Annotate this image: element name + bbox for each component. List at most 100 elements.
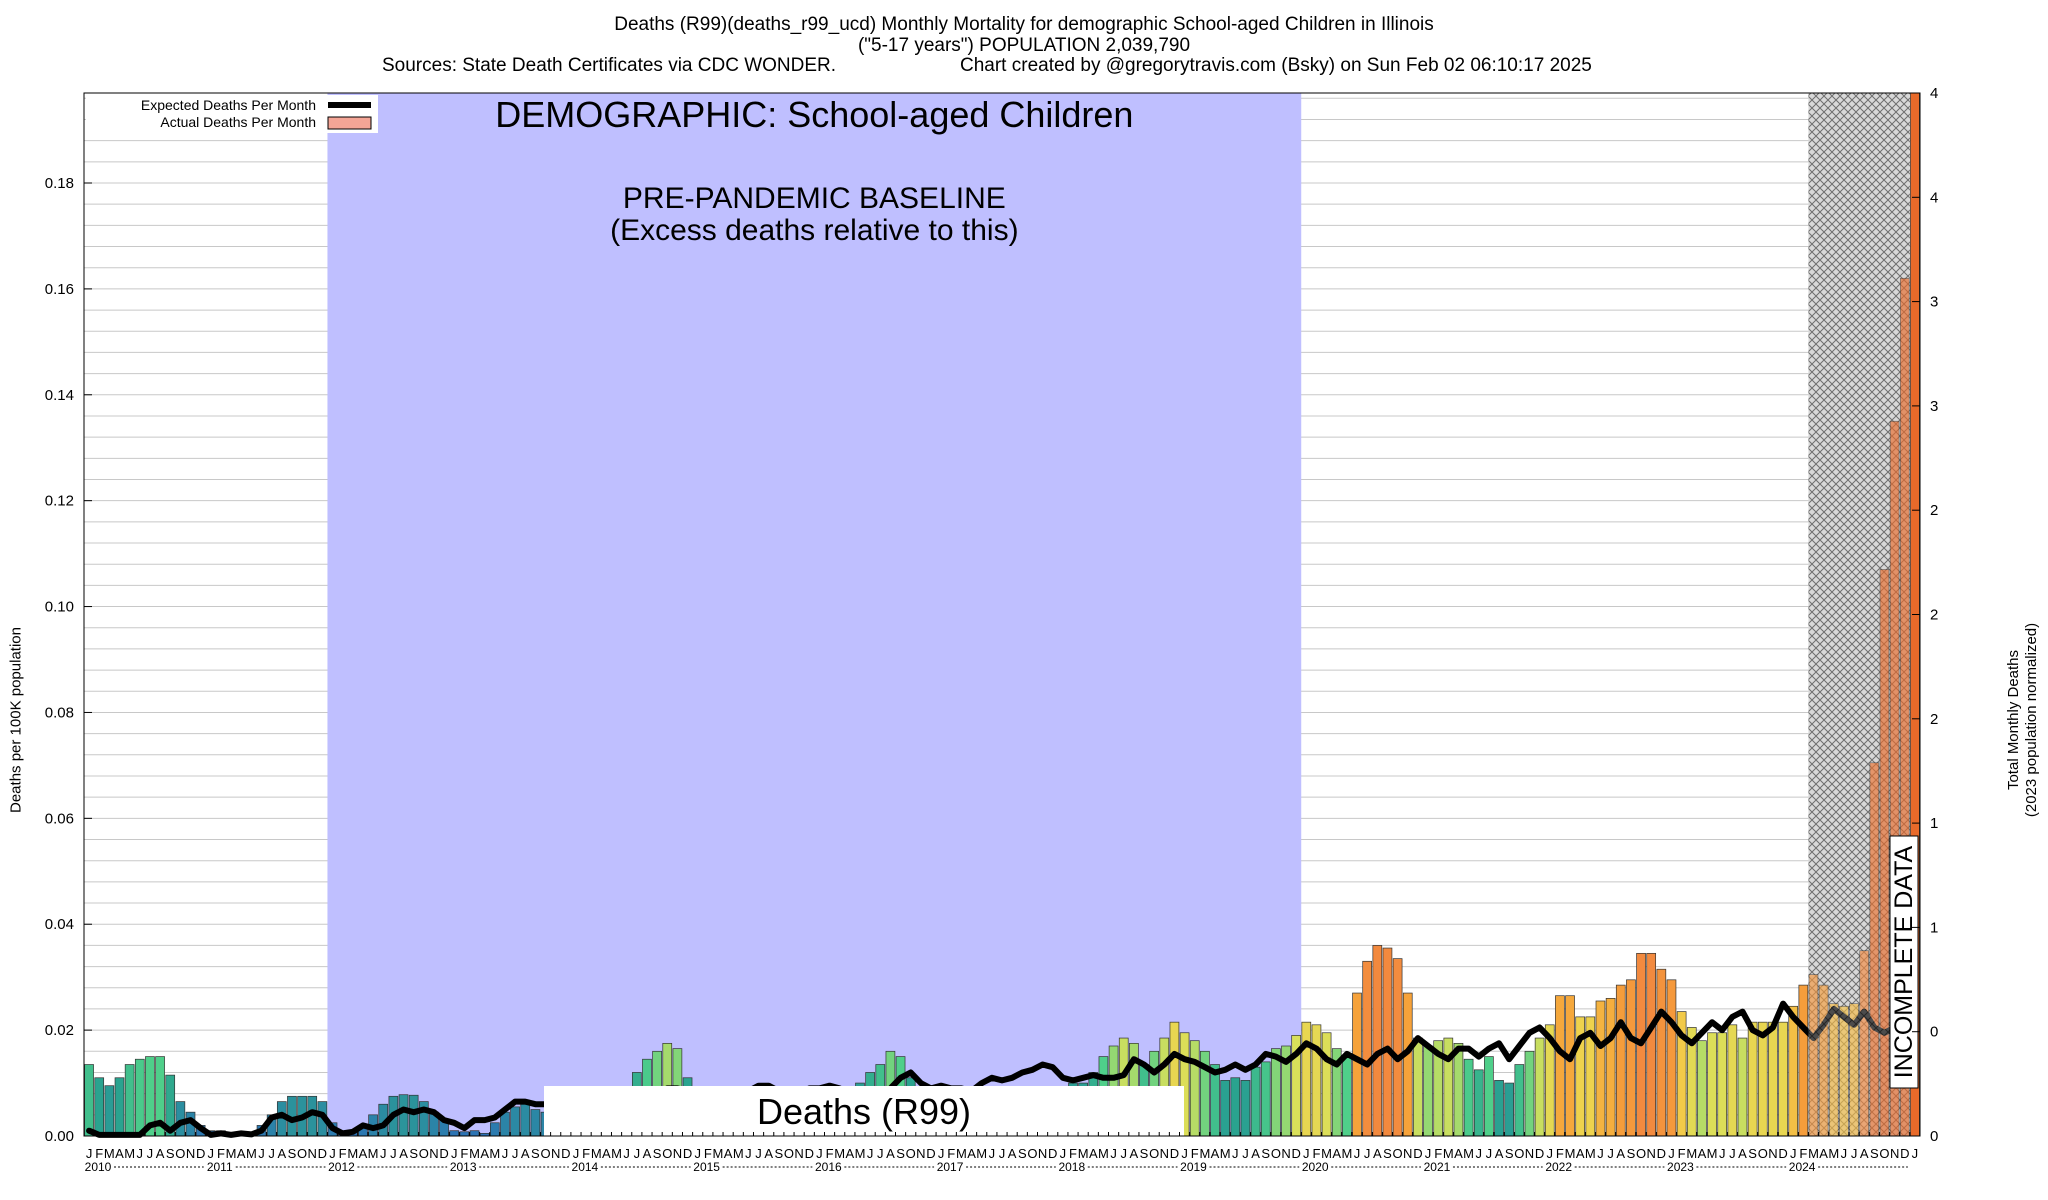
x-month-label: A [602,1146,611,1161]
x-year-label: 2010 [85,1160,112,1174]
bar [1656,968,1667,1137]
cause-label-box [544,1086,1184,1136]
x-month-label: J [1607,1146,1614,1161]
x-month-label: S [1383,1146,1392,1161]
bar [1372,945,1383,1137]
x-month-label: M [104,1146,115,1161]
x-month-label: M [124,1146,135,1161]
x-month-label: S [1018,1146,1027,1161]
y2-tick-label: 0 [1930,1128,1938,1145]
x-month-label: D [805,1146,814,1161]
bar [1473,1069,1484,1137]
x-month-label: N [1038,1146,1047,1161]
x-month-label: F [1799,1146,1807,1161]
bar [1768,1021,1778,1137]
y-tick-label: 0.08 [45,704,74,721]
x-month-label: O [784,1146,794,1161]
x-month-label: A [1616,1146,1625,1161]
x-month-label: J [1060,1146,1067,1161]
x-year-label: 2014 [572,1160,599,1174]
x-month-label: J [147,1146,154,1161]
x-month-label: O [540,1146,550,1161]
x-month-label: D [683,1146,692,1161]
bar [1615,984,1626,1137]
x-month-label: A [886,1146,895,1161]
x-month-label: J [1841,1146,1848,1161]
x-month-label: M [611,1146,622,1161]
x-month-label: N [916,1146,925,1161]
bar [1778,1021,1788,1137]
bar [1240,1080,1251,1137]
x-month-label: A [846,1146,855,1161]
x-month-label: N [186,1146,195,1161]
x-month-label: J [86,1146,93,1161]
x-month-label: D [318,1146,327,1161]
x-month-label: J [938,1146,945,1161]
x-month-label: O [906,1146,916,1161]
x-month-label: J [1425,1146,1432,1161]
legend-expected-label: Expected Deaths Per Month [141,97,316,113]
x-month-label: M [226,1146,237,1161]
bar [1605,997,1616,1137]
x-month-label: A [1819,1146,1828,1161]
x-month-label: D [196,1146,205,1161]
bar [1494,1080,1504,1137]
bar [1301,1021,1312,1137]
x-month-label: J [1110,1146,1117,1161]
x-month-label: N [1890,1146,1899,1161]
x-month-label: A [1495,1146,1504,1161]
x-month-label: O [1879,1146,1889,1161]
bar [1717,1032,1728,1137]
x-month-label: J [1719,1146,1726,1161]
x-month-label: S [409,1146,418,1161]
x-month-label: N [551,1146,560,1161]
x-month-label: N [794,1146,803,1161]
bar [134,1058,145,1137]
y2-tick-label: 0 [1930,1024,1938,1041]
x-month-label: M [1707,1146,1718,1161]
x-month-label: A [1576,1146,1585,1161]
chart-title: Deaths (R99)(deaths_r99_ucd) Monthly Mor… [614,14,1434,35]
y-tick-label: 0.04 [45,916,74,933]
x-month-label: A [480,1146,489,1161]
x-month-label: M [1098,1146,1109,1161]
x-month-label: J [258,1146,265,1161]
x-month-label: M [1686,1146,1697,1161]
x-month-label: J [1242,1146,1249,1161]
bar [489,1122,500,1137]
x-month-label: J [1364,1146,1371,1161]
x-month-label: S [166,1146,175,1161]
x-month-label: S [1627,1146,1636,1161]
x-year-label: 2017 [937,1160,964,1174]
x-month-label: F [1678,1146,1686,1161]
x-month-label: F [95,1146,103,1161]
bar [1321,1032,1332,1137]
x-month-label: D [1778,1146,1787,1161]
x-month-label: N [1768,1146,1777,1161]
bar [1189,1040,1200,1137]
bar [510,1106,520,1137]
x-month-label: F [826,1146,834,1161]
bar [1250,1066,1261,1137]
x-month-label: J [694,1146,701,1161]
bar [1220,1080,1230,1137]
baseline-shade [327,93,1302,1136]
bar [469,1130,480,1137]
bar [1382,947,1393,1137]
x-month-label: A [1089,1146,1098,1161]
x-month-label: D [1170,1146,1179,1161]
bar [124,1064,135,1137]
chart-sources: Sources: State Death Certificates via CD… [382,55,837,76]
x-month-label: A [1454,1146,1463,1161]
bar [94,1077,105,1137]
chart-credit: Chart created by @gregorytravis.com (Bsk… [960,55,1592,76]
y-tick-label: 0.00 [45,1128,74,1145]
x-year-label: 2022 [1545,1160,1572,1174]
x-month-label: A [237,1146,246,1161]
x-month-label: J [999,1146,1006,1161]
x-year-label: 2016 [815,1160,842,1174]
x-month-label: N [429,1146,438,1161]
x-year-label: 2013 [450,1160,477,1174]
x-month-label: J [1668,1146,1675,1161]
x-month-label: A [764,1146,773,1161]
